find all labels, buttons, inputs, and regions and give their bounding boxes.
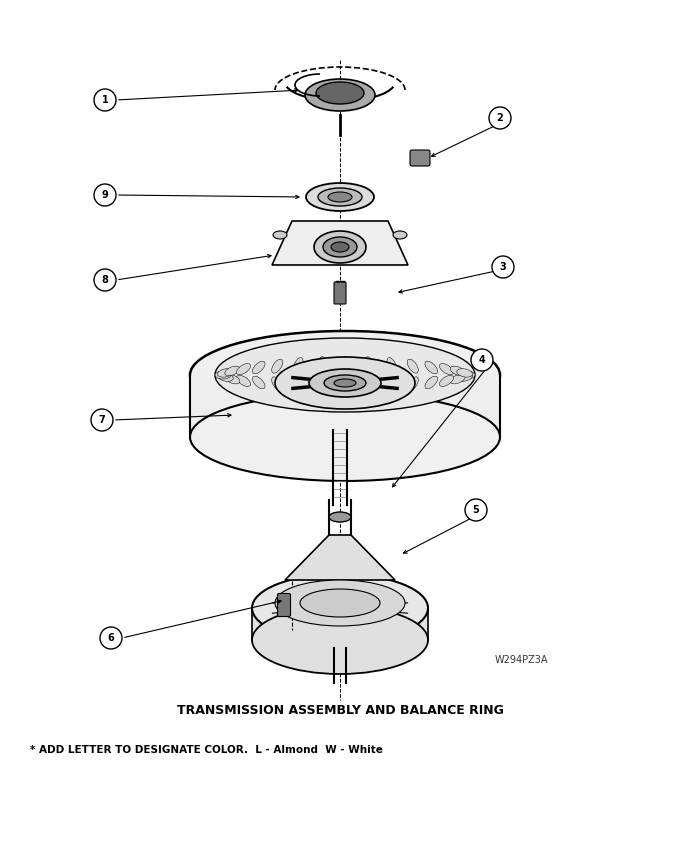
Circle shape — [489, 107, 511, 129]
Text: 2: 2 — [496, 113, 503, 123]
Ellipse shape — [324, 375, 366, 391]
Ellipse shape — [275, 580, 405, 626]
Text: 6: 6 — [107, 633, 114, 643]
Text: W294PZ3A: W294PZ3A — [495, 655, 549, 665]
Ellipse shape — [237, 375, 250, 386]
Ellipse shape — [328, 192, 352, 202]
Ellipse shape — [407, 377, 418, 391]
Ellipse shape — [329, 512, 351, 522]
Ellipse shape — [387, 357, 396, 373]
FancyBboxPatch shape — [277, 593, 290, 616]
Text: 7: 7 — [99, 415, 105, 425]
FancyBboxPatch shape — [410, 150, 430, 166]
Circle shape — [465, 499, 487, 521]
Polygon shape — [272, 221, 408, 265]
Ellipse shape — [387, 377, 396, 392]
Circle shape — [94, 89, 116, 111]
Ellipse shape — [273, 231, 287, 239]
Ellipse shape — [425, 376, 438, 389]
Circle shape — [492, 256, 514, 278]
Ellipse shape — [318, 188, 362, 206]
Ellipse shape — [275, 357, 415, 409]
Polygon shape — [252, 608, 428, 640]
Ellipse shape — [190, 331, 500, 419]
Ellipse shape — [439, 375, 454, 386]
Text: * ADD LETTER TO DESIGNATE COLOR.  L - Almond  W - White: * ADD LETTER TO DESIGNATE COLOR. L - Alm… — [30, 745, 383, 755]
Ellipse shape — [218, 368, 233, 377]
Ellipse shape — [237, 363, 250, 374]
Ellipse shape — [300, 589, 380, 617]
Ellipse shape — [341, 378, 349, 394]
Ellipse shape — [218, 373, 233, 381]
Ellipse shape — [305, 79, 375, 111]
Ellipse shape — [252, 376, 265, 389]
Ellipse shape — [294, 357, 303, 373]
Ellipse shape — [272, 359, 283, 374]
Text: 9: 9 — [101, 190, 108, 200]
Ellipse shape — [341, 357, 349, 373]
Ellipse shape — [309, 369, 381, 397]
Ellipse shape — [393, 231, 407, 239]
FancyBboxPatch shape — [334, 282, 346, 304]
Circle shape — [94, 269, 116, 291]
Ellipse shape — [252, 606, 428, 674]
Text: 8: 8 — [101, 275, 108, 285]
Ellipse shape — [317, 357, 326, 373]
Text: 1: 1 — [101, 95, 108, 105]
Ellipse shape — [457, 373, 473, 381]
Ellipse shape — [224, 374, 240, 384]
Ellipse shape — [190, 393, 500, 481]
Ellipse shape — [364, 357, 373, 373]
Ellipse shape — [316, 82, 364, 104]
Ellipse shape — [252, 574, 428, 642]
Ellipse shape — [459, 371, 475, 379]
Ellipse shape — [252, 361, 265, 374]
Text: 4: 4 — [479, 355, 486, 365]
Ellipse shape — [450, 366, 465, 376]
Circle shape — [94, 184, 116, 206]
Ellipse shape — [215, 338, 475, 412]
Ellipse shape — [457, 368, 473, 377]
Ellipse shape — [215, 371, 231, 379]
Ellipse shape — [331, 242, 349, 252]
Ellipse shape — [294, 377, 303, 392]
Circle shape — [91, 409, 113, 431]
Ellipse shape — [317, 378, 326, 393]
Ellipse shape — [439, 363, 454, 374]
Ellipse shape — [306, 183, 374, 211]
Ellipse shape — [323, 237, 357, 257]
Text: 5: 5 — [473, 505, 479, 515]
Text: TRANSMISSION ASSEMBLY AND BALANCE RING: TRANSMISSION ASSEMBLY AND BALANCE RING — [177, 704, 503, 717]
Ellipse shape — [272, 377, 283, 391]
Text: 3: 3 — [500, 262, 507, 272]
Polygon shape — [285, 535, 395, 580]
Ellipse shape — [450, 374, 465, 384]
Ellipse shape — [425, 361, 438, 374]
Circle shape — [471, 349, 493, 371]
Ellipse shape — [334, 379, 356, 387]
Circle shape — [100, 627, 122, 649]
Ellipse shape — [364, 378, 373, 393]
Polygon shape — [190, 375, 500, 437]
Ellipse shape — [224, 366, 240, 376]
Ellipse shape — [314, 231, 366, 263]
Ellipse shape — [407, 359, 418, 374]
